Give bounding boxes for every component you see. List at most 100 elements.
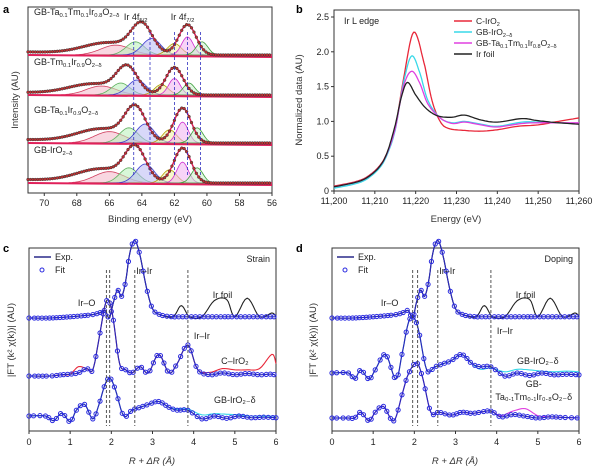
data-point-a: [128, 29, 133, 33]
fit-point-d: [430, 412, 436, 418]
annotation-c: GB-IrO₂₋δ: [214, 395, 256, 405]
x-tick-label-a: 70: [39, 198, 49, 208]
fit-point-c: [273, 415, 279, 421]
fit-point-d: [426, 405, 433, 411]
legend-label-b: Ir foil: [476, 49, 495, 59]
fit-point-c: [177, 407, 184, 413]
data-point-a: [143, 22, 147, 26]
fit-point-d: [497, 370, 503, 377]
x-tick-label-c: 1: [68, 437, 73, 447]
data-point-a: [121, 37, 125, 41]
data-point-a: [177, 148, 181, 152]
data-point-a: [194, 171, 199, 175]
data-point-a: [153, 38, 157, 42]
fit-point-c: [193, 363, 199, 369]
data-point-a: [192, 126, 196, 130]
fit-point-d: [403, 329, 409, 335]
x-tick-label-c: 3: [150, 437, 155, 447]
fit-point-c: [174, 407, 180, 413]
fit-point-d: [450, 356, 456, 363]
fit-point-c: [57, 410, 64, 417]
legend-label-exp-d: Exp.: [358, 252, 376, 262]
series-label-a: GB-IrO2−δ: [34, 145, 72, 157]
fit-point-c: [46, 315, 53, 321]
fit-point-c: [85, 312, 91, 318]
fit-point-c: [271, 372, 277, 378]
fit-point-d: [370, 314, 376, 320]
fit-point-d: [360, 369, 367, 375]
fit-point-c: [81, 401, 88, 407]
y-axis-label-c: |FT (k² χ(k))| (AU): [6, 303, 17, 377]
fit-point-d: [491, 410, 497, 416]
data-point-a: [141, 152, 145, 156]
fit-point-d: [385, 312, 391, 319]
data-point-a: [158, 45, 162, 49]
data-point-a: [111, 165, 116, 169]
data-point-a: [177, 108, 181, 112]
x-tick-label-c: 0: [26, 437, 31, 447]
panel-label-a: a: [3, 4, 10, 16]
fit-point-d: [562, 414, 568, 421]
data-point-a: [114, 71, 118, 76]
background-line-a: [27, 54, 273, 58]
x-tick-label-c: 6: [273, 437, 278, 447]
x-tick-label-a: 60: [202, 198, 212, 208]
series-label-a: GB-Ta0.1Ir0.9O2−δ: [34, 105, 98, 117]
panel-title-d: Doping: [544, 254, 573, 264]
y-axis-label-d: |FT (k² χ(k))| (AU): [308, 303, 319, 377]
fit-point-c: [159, 400, 165, 406]
fit-point-c: [64, 314, 70, 320]
fit-point-c: [94, 311, 100, 317]
x-tick-label-d: 6: [576, 437, 581, 447]
fit-point-d: [346, 315, 352, 321]
fit-point-d: [360, 314, 366, 321]
data-point-a: [141, 20, 145, 24]
fit-point-d: [425, 369, 431, 375]
fit-point-c: [110, 317, 116, 323]
data-point-a: [150, 33, 155, 38]
fit-point-c: [130, 369, 136, 375]
fit-point-c: [194, 413, 200, 420]
data-point-a: [189, 160, 194, 165]
legend-swatch-fit-d: [342, 267, 348, 273]
x-tick-label-b: 11,240: [484, 196, 511, 206]
data-point-a: [167, 69, 172, 73]
data-point-a: [116, 161, 120, 165]
data-point-a: [162, 78, 167, 82]
fit-point-d: [418, 287, 424, 293]
legend-swatch-fit-c: [39, 267, 45, 273]
data-point-a: [128, 104, 133, 109]
fit-point-d: [395, 372, 401, 378]
fit-point-d: [391, 418, 397, 424]
data-point-a: [162, 176, 167, 180]
data-point-a: [119, 118, 123, 122]
data-point-a: [121, 155, 125, 159]
annotation-d: Ir–Ir: [497, 326, 513, 336]
fit-point-c: [115, 396, 121, 402]
annotation-d: GB-: [526, 379, 542, 389]
data-point-a: [145, 25, 150, 29]
legend-c: Exp. Fit: [34, 252, 73, 275]
fit-point-d: [388, 312, 394, 318]
data-point-a: [128, 65, 133, 69]
data-point-a: [182, 146, 186, 151]
series-line-b: [333, 31, 580, 187]
data-point-a: [136, 104, 140, 109]
fit-point-d: [353, 315, 359, 321]
data-point-a: [138, 107, 142, 112]
fit-point-c: [69, 416, 75, 422]
data-point-a: [138, 79, 142, 83]
data-point-a: [170, 46, 174, 50]
fit-point-d: [429, 366, 435, 373]
x-tick-label-b: 11,260: [566, 196, 593, 206]
fit-point-d: [340, 369, 346, 376]
annotation-c: Ir–O: [78, 298, 96, 308]
fit-point-d: [404, 307, 410, 314]
fit-point-c: [114, 348, 121, 354]
x-tick-label-c: 2: [109, 437, 114, 447]
fit-point-c: [127, 408, 134, 414]
data-point-a: [204, 50, 208, 54]
x-tick-label-b: 11,220: [402, 196, 429, 206]
fit-point-c: [62, 412, 68, 419]
fit-point-d: [574, 314, 580, 320]
